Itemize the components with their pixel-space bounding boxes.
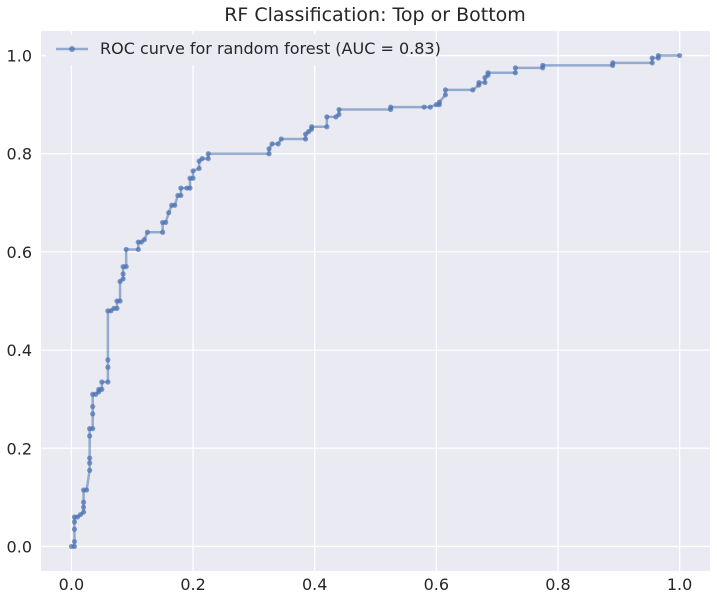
roc-point	[87, 455, 93, 461]
roc-point	[80, 509, 87, 515]
roc-point	[71, 526, 78, 532]
roc-point	[117, 298, 123, 304]
legend-marker-swatch	[69, 46, 75, 52]
roc-point	[187, 185, 193, 191]
roc-point	[105, 364, 111, 370]
roc-point	[199, 156, 205, 162]
roc-point	[610, 60, 616, 66]
chart-title: RF Classification: Top or Bottom	[224, 4, 526, 26]
roc-point	[166, 210, 172, 216]
roc-point	[114, 305, 120, 311]
roc-point	[163, 219, 169, 226]
roc-point	[90, 411, 96, 417]
roc-point	[105, 357, 111, 363]
roc-point	[178, 192, 184, 199]
y-tick-label: 0.8	[7, 145, 32, 164]
roc-point	[190, 168, 196, 174]
roc-point	[470, 87, 476, 93]
roc-point	[71, 538, 78, 545]
roc-point	[99, 386, 105, 392]
roc-point	[99, 379, 105, 385]
roc-point	[123, 246, 129, 253]
x-tick-label: 0.0	[59, 575, 84, 594]
roc-point	[190, 175, 196, 181]
y-tick-label: 0.6	[7, 243, 32, 262]
roc-point	[196, 165, 202, 172]
y-tick-label: 0.2	[7, 439, 32, 458]
roc-point	[676, 52, 683, 59]
roc-point	[90, 426, 96, 432]
roc-point	[178, 185, 184, 191]
roc-point	[476, 79, 482, 86]
roc-point	[324, 114, 330, 120]
tick-labels: 0.0 0.2 0.4 0.6 0.8 1.0 0.0 0.2 0.4 0.6 0.8 1.0	[7, 47, 693, 594]
roc-point	[141, 237, 147, 243]
roc-point	[160, 229, 166, 235]
roc-point	[123, 264, 129, 270]
roc-point	[324, 124, 330, 130]
legend: ROC curve for random forest (AUC = 0.83)	[46, 35, 441, 65]
x-tick-label: 0.6	[424, 575, 449, 594]
x-tick-label: 1.0	[667, 575, 692, 594]
legend-label: ROC curve for random forest (AUC = 0.83)	[100, 39, 441, 58]
roc-point	[105, 379, 111, 385]
roc-point	[135, 246, 141, 253]
roc-point	[436, 99, 442, 105]
roc-point	[309, 124, 315, 130]
roc-point	[336, 106, 342, 113]
roc-point	[649, 60, 655, 66]
roc-point	[275, 141, 281, 147]
roc-point	[388, 104, 394, 110]
roc-point	[80, 499, 87, 505]
roc-point	[120, 276, 126, 282]
roc-point	[442, 87, 449, 93]
roc-point	[336, 111, 342, 118]
roc-point	[269, 141, 275, 147]
roc-point	[302, 136, 309, 142]
roc-point	[90, 403, 96, 410]
y-tick-label: 0.4	[7, 341, 32, 360]
x-tick-label: 0.2	[180, 575, 205, 594]
roc-point	[71, 543, 78, 550]
roc-point	[87, 467, 93, 473]
roc-point	[266, 151, 272, 157]
roc-point	[71, 519, 78, 525]
roc-point	[655, 52, 661, 59]
roc-point	[540, 62, 546, 68]
roc-point	[144, 229, 151, 235]
roc-point	[421, 104, 427, 110]
roc-point	[205, 151, 211, 157]
roc-point	[120, 271, 126, 277]
x-tick-label: 0.4	[302, 575, 327, 594]
roc-point	[266, 146, 272, 152]
roc-point	[485, 70, 491, 76]
roc-point	[87, 433, 93, 439]
roc-point	[87, 460, 93, 466]
roc-point	[278, 136, 284, 142]
roc-point	[427, 104, 433, 110]
roc-point	[80, 504, 87, 510]
roc-point	[512, 65, 518, 71]
roc-point	[442, 92, 449, 98]
roc-point	[512, 70, 518, 76]
roc-point	[172, 202, 178, 208]
legend-box	[46, 35, 406, 65]
roc-point	[649, 55, 655, 61]
roc-point	[84, 487, 90, 493]
series-layer	[68, 52, 683, 550]
y-tick-label: 0.0	[7, 537, 32, 556]
y-tick-label: 1.0	[7, 47, 32, 66]
plot-area	[41, 31, 710, 571]
x-tick-label: 0.8	[545, 575, 570, 594]
roc-point	[205, 156, 211, 162]
roc-point	[482, 79, 488, 86]
